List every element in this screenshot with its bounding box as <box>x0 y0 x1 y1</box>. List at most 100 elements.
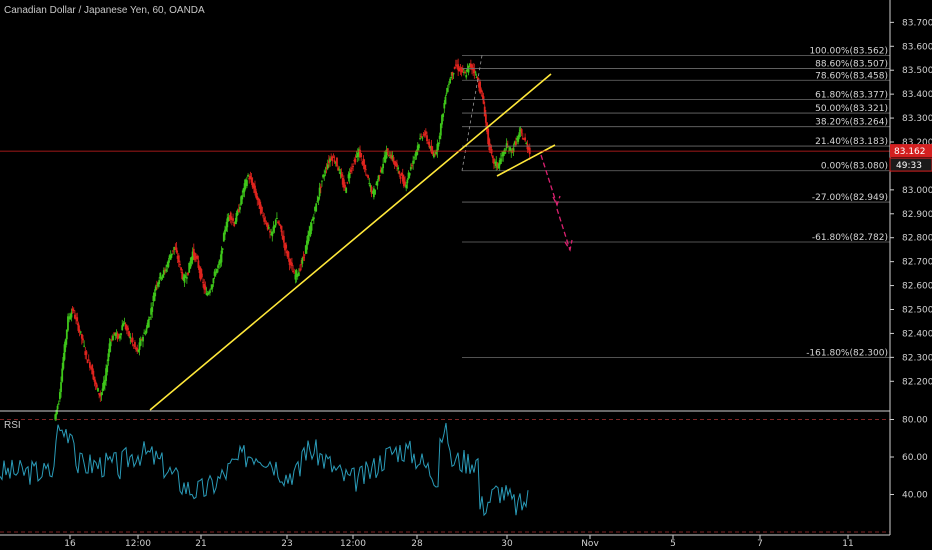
candle-body <box>422 134 425 136</box>
candle-body <box>64 339 67 348</box>
candle-body <box>199 267 202 280</box>
candle-body <box>185 277 188 279</box>
candle-body <box>205 293 208 295</box>
candle-body <box>106 365 109 373</box>
candle-body <box>480 89 483 93</box>
candle-body <box>259 204 262 214</box>
candle-body <box>165 269 167 272</box>
candle-body <box>104 379 106 385</box>
candle-body <box>329 158 331 162</box>
candle-body <box>164 269 166 271</box>
candle-body <box>457 64 460 71</box>
candle-body <box>281 235 284 240</box>
candle-body <box>289 261 292 263</box>
candle-body <box>354 159 357 163</box>
candle-body <box>61 368 64 382</box>
candle-body <box>160 277 163 280</box>
candle-body <box>337 167 339 171</box>
candle-body <box>423 133 426 136</box>
candle-body <box>212 278 215 284</box>
candle-body <box>174 247 177 250</box>
candle-body <box>224 229 226 235</box>
candle-body <box>105 368 107 381</box>
candle-body <box>409 167 412 170</box>
candle-body <box>366 175 368 177</box>
candle-body <box>404 181 406 186</box>
candle-body <box>396 163 398 167</box>
candle-body <box>250 177 253 183</box>
fib-level-label: 78.60%(83.458) <box>815 71 888 81</box>
rsi-title: RSI <box>4 420 21 431</box>
candle-body <box>481 95 484 98</box>
candle-body <box>71 308 74 311</box>
candle-body <box>130 339 133 342</box>
candle-body <box>202 281 204 283</box>
candle-body <box>351 167 353 169</box>
price-tick-label: 83.300 <box>902 114 932 124</box>
current-price-tag <box>890 144 932 158</box>
candle-body <box>331 156 334 162</box>
candle-body <box>456 65 458 67</box>
candle-body <box>108 343 111 353</box>
candle-body <box>387 155 390 157</box>
candle-body <box>78 329 81 332</box>
candle-body <box>180 267 182 271</box>
candle-body <box>334 162 337 164</box>
candle-body <box>198 267 201 274</box>
candle-body <box>360 153 363 158</box>
candle-body <box>336 157 338 167</box>
candle-body <box>206 293 209 296</box>
time-tick-label: 21 <box>195 539 206 549</box>
candle-body <box>414 153 417 157</box>
candle-body <box>155 284 158 286</box>
candle-body <box>195 256 198 258</box>
candle-body <box>194 252 196 261</box>
time-tick-label: 16 <box>64 539 76 549</box>
candle-body <box>124 324 127 330</box>
candle-body <box>200 273 203 278</box>
candle-body <box>381 168 383 173</box>
candle-body <box>497 164 500 169</box>
candle-body <box>84 351 87 356</box>
candle-body <box>461 68 464 70</box>
candle-body <box>147 319 150 328</box>
candle-body <box>254 185 256 193</box>
candle-body <box>218 261 221 265</box>
candle-body <box>294 274 297 280</box>
candle-body <box>169 254 172 260</box>
fib-level-label: -61.80%(82.782) <box>812 233 888 243</box>
candle-body <box>153 292 156 301</box>
candle-body <box>159 272 162 279</box>
candle-body <box>282 236 285 243</box>
candle-body <box>211 284 214 289</box>
candle-body <box>401 174 404 182</box>
candle-body <box>288 259 291 266</box>
candle-body <box>346 182 349 184</box>
candle-body <box>197 260 200 268</box>
candle-body <box>437 143 440 147</box>
price-tick-label: 83.700 <box>902 18 932 28</box>
wedge-trend-line <box>496 144 556 177</box>
candle-body <box>435 151 438 155</box>
candle-body <box>152 295 155 302</box>
candle-body <box>287 251 290 258</box>
candle-body <box>280 225 283 233</box>
candle-body <box>408 172 411 176</box>
candle-body <box>87 359 90 361</box>
candle-body <box>134 342 136 348</box>
candle-body <box>415 150 418 156</box>
candle-body <box>135 347 137 350</box>
candle-body <box>496 162 499 168</box>
candle-body <box>312 217 315 220</box>
candle-body <box>243 183 246 192</box>
candle-body <box>246 180 248 187</box>
candle-body <box>276 218 278 220</box>
price-tick-label: 82.200 <box>902 377 932 387</box>
candle-body <box>168 255 171 259</box>
candle-body <box>356 152 359 157</box>
candle-body <box>445 92 448 94</box>
candle-body <box>249 175 252 179</box>
candle-body <box>137 349 140 352</box>
price-tick-label: 82.700 <box>902 258 932 268</box>
